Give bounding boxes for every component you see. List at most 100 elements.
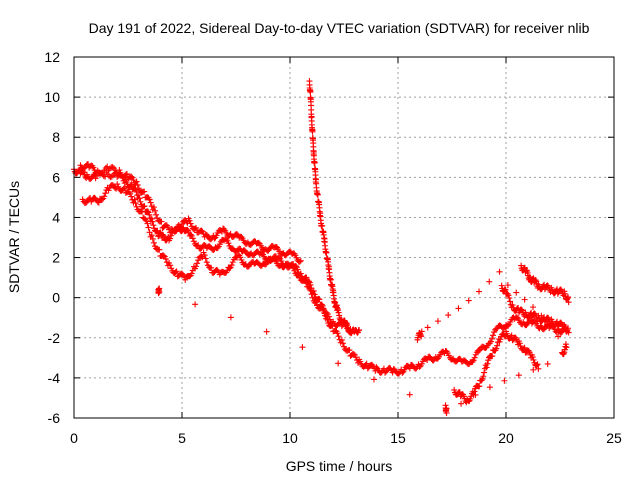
data-point: [455, 305, 462, 312]
data-point: [451, 386, 458, 393]
data-point: [308, 291, 315, 298]
data-point: [505, 322, 512, 329]
data-point: [504, 282, 511, 289]
data-point: [192, 301, 199, 308]
data-point: [228, 262, 235, 269]
data-point: [148, 215, 155, 222]
data-point: [99, 196, 106, 203]
data-point: [148, 232, 155, 239]
data-point: [201, 252, 208, 259]
data-point: [555, 333, 562, 340]
data-point: [471, 354, 478, 361]
data-point: [133, 203, 140, 210]
y-tick-label: 2: [52, 250, 60, 266]
data-point: [150, 204, 157, 211]
data-point: [518, 306, 525, 313]
y-tick-label: -6: [48, 410, 61, 426]
data-point: [172, 228, 179, 235]
data-point: [133, 178, 140, 185]
data-point: [530, 366, 537, 373]
data-point: [352, 354, 359, 361]
data-point: [149, 235, 156, 242]
data-point: [335, 360, 342, 367]
data-point: [307, 287, 314, 294]
data-point: [479, 375, 486, 382]
data-point: [167, 262, 174, 269]
data-point: [214, 244, 221, 251]
data-point: [182, 276, 189, 283]
data-point: [338, 336, 345, 343]
data-point: [203, 259, 210, 266]
data-point: [189, 235, 196, 242]
data-point: [316, 296, 323, 303]
series-late-lower: [451, 328, 542, 406]
data-point: [136, 195, 143, 202]
data-point: [529, 354, 536, 361]
data-point: [307, 89, 314, 96]
data-point: [147, 199, 154, 206]
data-point: [520, 345, 527, 352]
data-point: [494, 342, 501, 349]
data-point: [323, 249, 330, 256]
data-point: [458, 400, 465, 407]
series-spike: [306, 78, 363, 337]
data-point: [121, 184, 128, 191]
data-point: [312, 299, 319, 306]
y-tick-label: -2: [48, 330, 61, 346]
data-point: [500, 325, 507, 332]
data-point: [309, 128, 316, 135]
data-point: [489, 353, 496, 360]
data-point: [523, 321, 530, 328]
y-axis-label: SDTVAR / TECUs: [6, 181, 22, 293]
data-point: [109, 164, 116, 171]
data-point: [418, 328, 425, 335]
data-point: [443, 409, 450, 416]
data-point: [258, 250, 265, 257]
data-point: [424, 324, 431, 331]
data-point: [311, 159, 318, 166]
x-tick-label: 10: [282, 430, 298, 446]
data-point: [132, 200, 139, 207]
data-point: [309, 294, 316, 301]
data-point: [208, 236, 215, 243]
data-point: [350, 351, 357, 358]
data-point: [434, 318, 441, 325]
data-point: [326, 316, 333, 323]
data-point: [538, 312, 545, 319]
data-point: [145, 224, 152, 231]
data-point: [131, 196, 138, 203]
data-point: [314, 191, 321, 198]
data-point: [335, 333, 342, 340]
data-point: [535, 365, 542, 372]
data-point: [493, 345, 500, 352]
data-point: [102, 190, 109, 197]
data-point: [295, 271, 302, 278]
data-point: [146, 196, 153, 203]
data-point: [465, 297, 472, 304]
data-point: [467, 395, 474, 402]
data-point: [120, 185, 127, 192]
data-point: [341, 343, 347, 350]
data-point: [150, 222, 157, 229]
data-point: [172, 269, 179, 276]
data-point: [127, 190, 134, 197]
data-point: [516, 340, 523, 347]
data-point: [149, 218, 156, 225]
data-point: [521, 296, 528, 303]
data-point: [373, 364, 380, 371]
data-point: [485, 357, 492, 364]
data-point: [238, 233, 245, 240]
data-point: [565, 299, 572, 306]
data-point: [179, 270, 185, 277]
data-point: [501, 377, 508, 384]
series-late-high: [518, 262, 572, 306]
series-outliers: [155, 268, 570, 416]
data-point: [484, 360, 491, 367]
data-point: [158, 218, 165, 225]
data-point: [506, 295, 513, 302]
data-point: [291, 267, 298, 274]
data-point: [296, 258, 303, 265]
data-point: [150, 239, 157, 246]
data-point: [476, 288, 482, 295]
